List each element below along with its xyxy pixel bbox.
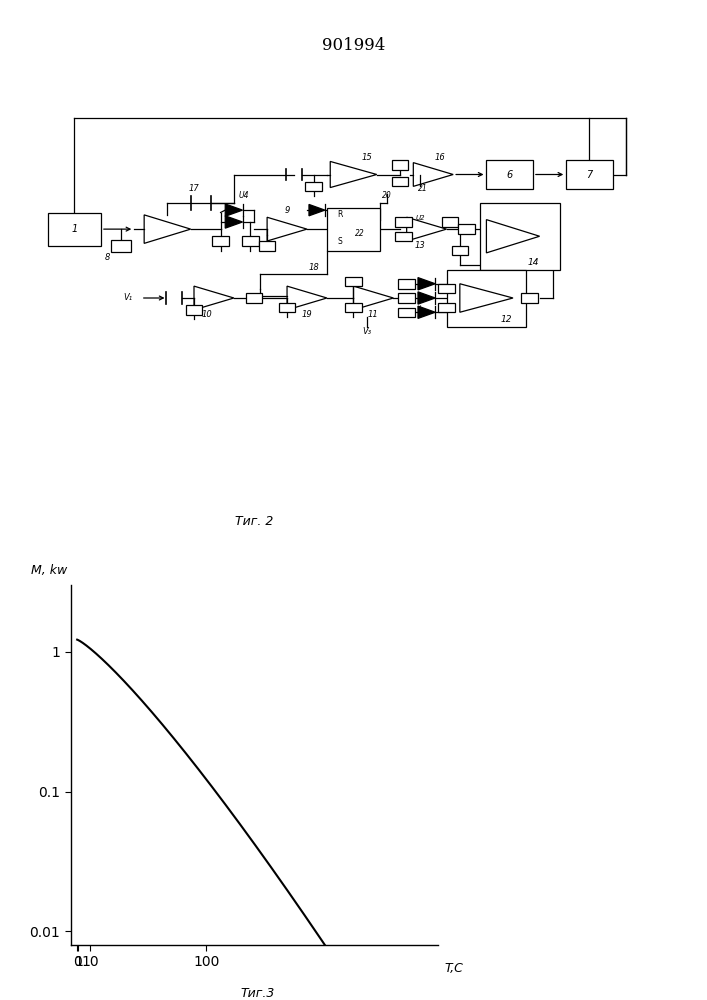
Bar [345,277,362,286]
Bar [398,308,415,317]
Text: 7: 7 [586,169,592,180]
Text: U4: U4 [238,191,249,200]
Text: 21: 21 [419,184,428,193]
Bar [447,269,526,326]
Text: 901994: 901994 [322,37,385,54]
Bar [452,246,468,255]
Bar [521,293,538,303]
Bar [458,224,475,234]
Bar [395,232,411,241]
Bar [111,240,131,252]
Text: R: R [337,210,343,219]
Polygon shape [226,216,243,228]
Polygon shape [418,306,436,318]
Text: U2: U2 [415,215,425,221]
Polygon shape [309,204,325,216]
Text: 11: 11 [368,310,379,319]
Bar [438,284,455,293]
Bar [186,305,202,315]
Text: 6: 6 [506,169,513,180]
Text: V₁: V₁ [123,294,132,302]
Text: 9: 9 [284,206,290,215]
Text: 20: 20 [382,191,392,200]
Bar [259,241,276,250]
Text: 1: 1 [71,224,78,234]
Text: 10: 10 [202,310,213,319]
Bar [48,213,101,246]
Polygon shape [226,204,243,216]
Bar [392,177,409,186]
Polygon shape [418,292,436,304]
Text: Τиг. 2: Τиг. 2 [235,515,273,528]
Text: 17: 17 [189,184,199,193]
Bar [398,293,415,303]
Polygon shape [418,278,436,290]
Bar [398,279,415,288]
Bar [566,160,613,189]
Bar [442,217,458,227]
Bar [345,303,362,312]
Text: M, kw: M, kw [30,564,67,577]
Text: 12: 12 [501,315,512,324]
Bar [327,208,380,250]
Bar [212,236,229,246]
Bar [438,303,455,312]
Text: Τиг.3: Τиг.3 [240,987,275,1000]
Text: 22: 22 [356,229,365,238]
Text: 16: 16 [435,153,445,162]
Bar [480,203,559,269]
Bar [305,182,322,191]
Text: S: S [338,236,343,245]
Bar [392,160,409,170]
Text: T,С: T,С [445,962,464,975]
Bar [395,217,411,227]
Text: 18: 18 [308,263,319,272]
Text: 15: 15 [361,153,372,162]
Bar [486,160,533,189]
Bar [243,236,259,246]
Bar [279,303,296,312]
Text: 19: 19 [302,310,312,319]
Text: 13: 13 [414,241,426,250]
Text: 14: 14 [527,258,539,267]
Text: V₃: V₃ [362,327,371,336]
Text: 8: 8 [105,253,110,262]
Bar [245,293,262,303]
